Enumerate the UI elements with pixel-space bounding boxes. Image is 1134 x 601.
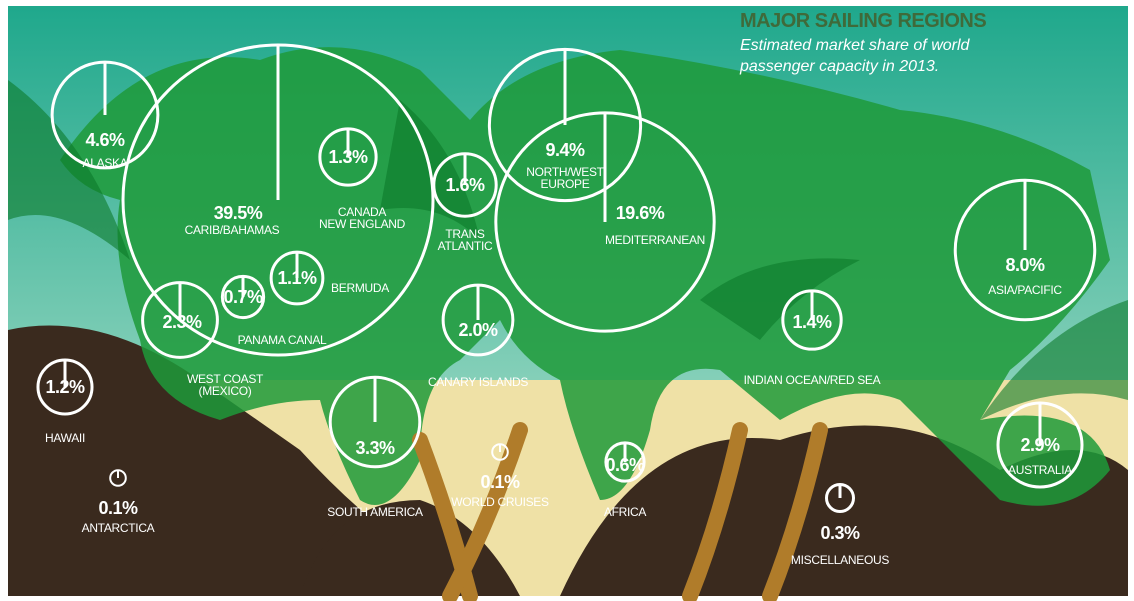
region-label: TRANS ATLANTIC xyxy=(437,227,493,253)
region-label: AFRICA xyxy=(603,505,647,519)
value-label: 0.6% xyxy=(605,455,645,475)
region-label: NORTH/WEST EUROPE xyxy=(526,165,604,191)
subtitle: Estimated market share of world passenge… xyxy=(740,37,970,75)
value-label: 1.6% xyxy=(445,175,485,195)
region-label: MEDITERRANEAN xyxy=(604,233,706,247)
region-label: WEST COAST (MEXICO) xyxy=(186,372,264,398)
value-label: 9.4% xyxy=(545,140,585,160)
value-label: 19.6% xyxy=(615,203,665,223)
value-label: 0.7% xyxy=(223,287,263,307)
value-label: 0.3% xyxy=(820,523,860,543)
region-label: CANARY ISLANDS xyxy=(427,375,529,389)
region-label: INDIAN OCEAN/RED SEA xyxy=(743,373,881,387)
region-label: ALASKA xyxy=(82,156,128,170)
value-label: 1.3% xyxy=(328,147,368,167)
region-label: ASIA/PACIFIC xyxy=(988,283,1062,297)
value-label: 0.1% xyxy=(98,498,138,518)
title: MAJOR SAILING REGIONS xyxy=(740,10,987,32)
value-label: 0.1% xyxy=(480,472,520,492)
value-label: 2.3% xyxy=(162,312,202,332)
region-label: CANADA NEW ENGLAND xyxy=(318,205,406,231)
region-label: WORLD CRUISES xyxy=(451,495,549,509)
value-label: 2.0% xyxy=(458,320,498,340)
region-label: PANAMA CANAL xyxy=(237,333,327,347)
region-label: ANTARCTICA xyxy=(81,521,155,535)
value-label: 1.2% xyxy=(45,377,85,397)
value-label: 8.0% xyxy=(1005,255,1045,275)
region-label: CARIB/BAHAMAS xyxy=(184,223,280,237)
value-label: 39.5% xyxy=(213,203,263,223)
value-label: 4.6% xyxy=(85,130,125,150)
region-label: HAWAII xyxy=(45,431,85,445)
region-label: SOUTH AMERICA xyxy=(327,505,423,519)
value-label: 1.4% xyxy=(792,312,832,332)
value-label: 2.9% xyxy=(1020,435,1060,455)
region-label: AUSTRALIA xyxy=(1008,463,1072,477)
region-label: BERMUDA xyxy=(331,281,389,295)
bubble xyxy=(604,441,646,483)
value-label: 3.3% xyxy=(355,438,395,458)
value-label: 1.1% xyxy=(277,268,317,288)
region-label: MISCELLANEOUS xyxy=(790,553,890,567)
